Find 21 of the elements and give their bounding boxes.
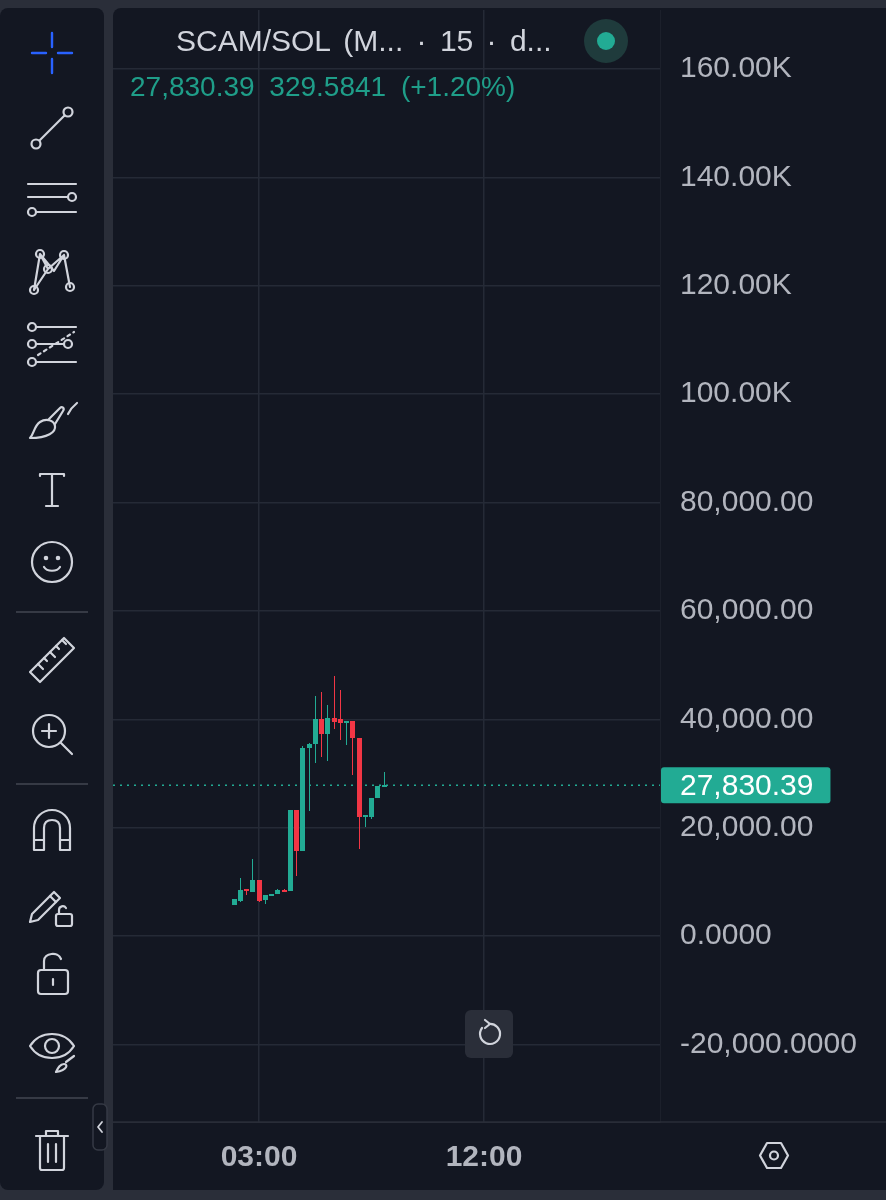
y-tick-label: 60,000.00 (680, 592, 814, 626)
y-tick-label: 40,000.00 (680, 700, 814, 734)
ref-line-label: 27,830.39 (680, 767, 814, 801)
y-tick-label: -20,000.0000 (680, 1025, 857, 1059)
text: SCAM/SOL (M... · 15 · d... (176, 23, 552, 59)
y-tick-label: 80,000.00 (680, 483, 814, 517)
y-tick-label: 0.0000 (680, 917, 772, 951)
candlestick (325, 704, 330, 762)
x-tick-label: 12:00 (445, 1139, 523, 1173)
y-tick-label: 120.00K (680, 267, 792, 301)
candlestick (250, 858, 255, 893)
candlestick (344, 720, 349, 746)
candlestick (319, 691, 324, 758)
y-tick-label: 140.00K (680, 158, 792, 192)
text: 27,830.39 329.5841 (+1.20%) (130, 71, 516, 103)
y-tick-label: 100.00K (680, 375, 792, 409)
x-tick-label: 03:00 (220, 1139, 298, 1173)
candlestick (350, 720, 355, 776)
y-tick-label: 160.00K (680, 50, 792, 84)
y-tick-label: 20,000.00 (680, 809, 814, 843)
candlestick (257, 879, 262, 903)
